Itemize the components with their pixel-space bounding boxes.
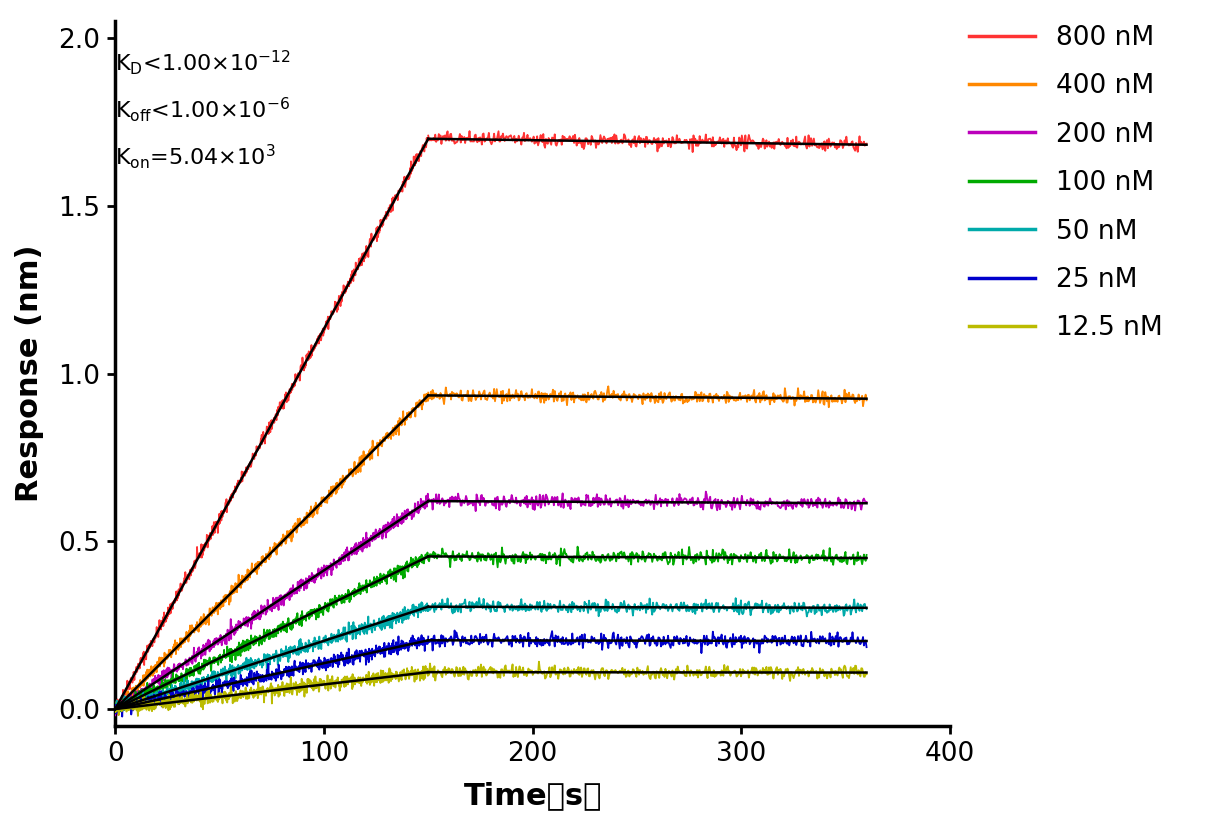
Legend: 800 nM, 400 nM, 200 nM, 100 nM, 50 nM, 25 nM, 12.5 nM: 800 nM, 400 nM, 200 nM, 100 nM, 50 nM, 2…: [959, 14, 1173, 352]
Y-axis label: Response (nm): Response (nm): [15, 245, 44, 502]
Text: $\mathrm{K_{on}}$=5.04×10$^3$: $\mathrm{K_{on}}$=5.04×10$^3$: [116, 142, 275, 171]
Text: $\mathrm{K_D}$<1.00×10$^{-12}$: $\mathrm{K_D}$<1.00×10$^{-12}$: [116, 48, 291, 77]
Text: $\mathrm{K_{off}}$<1.00×10$^{-6}$: $\mathrm{K_{off}}$<1.00×10$^{-6}$: [116, 95, 290, 124]
X-axis label: Time（s）: Time（s）: [463, 781, 602, 810]
